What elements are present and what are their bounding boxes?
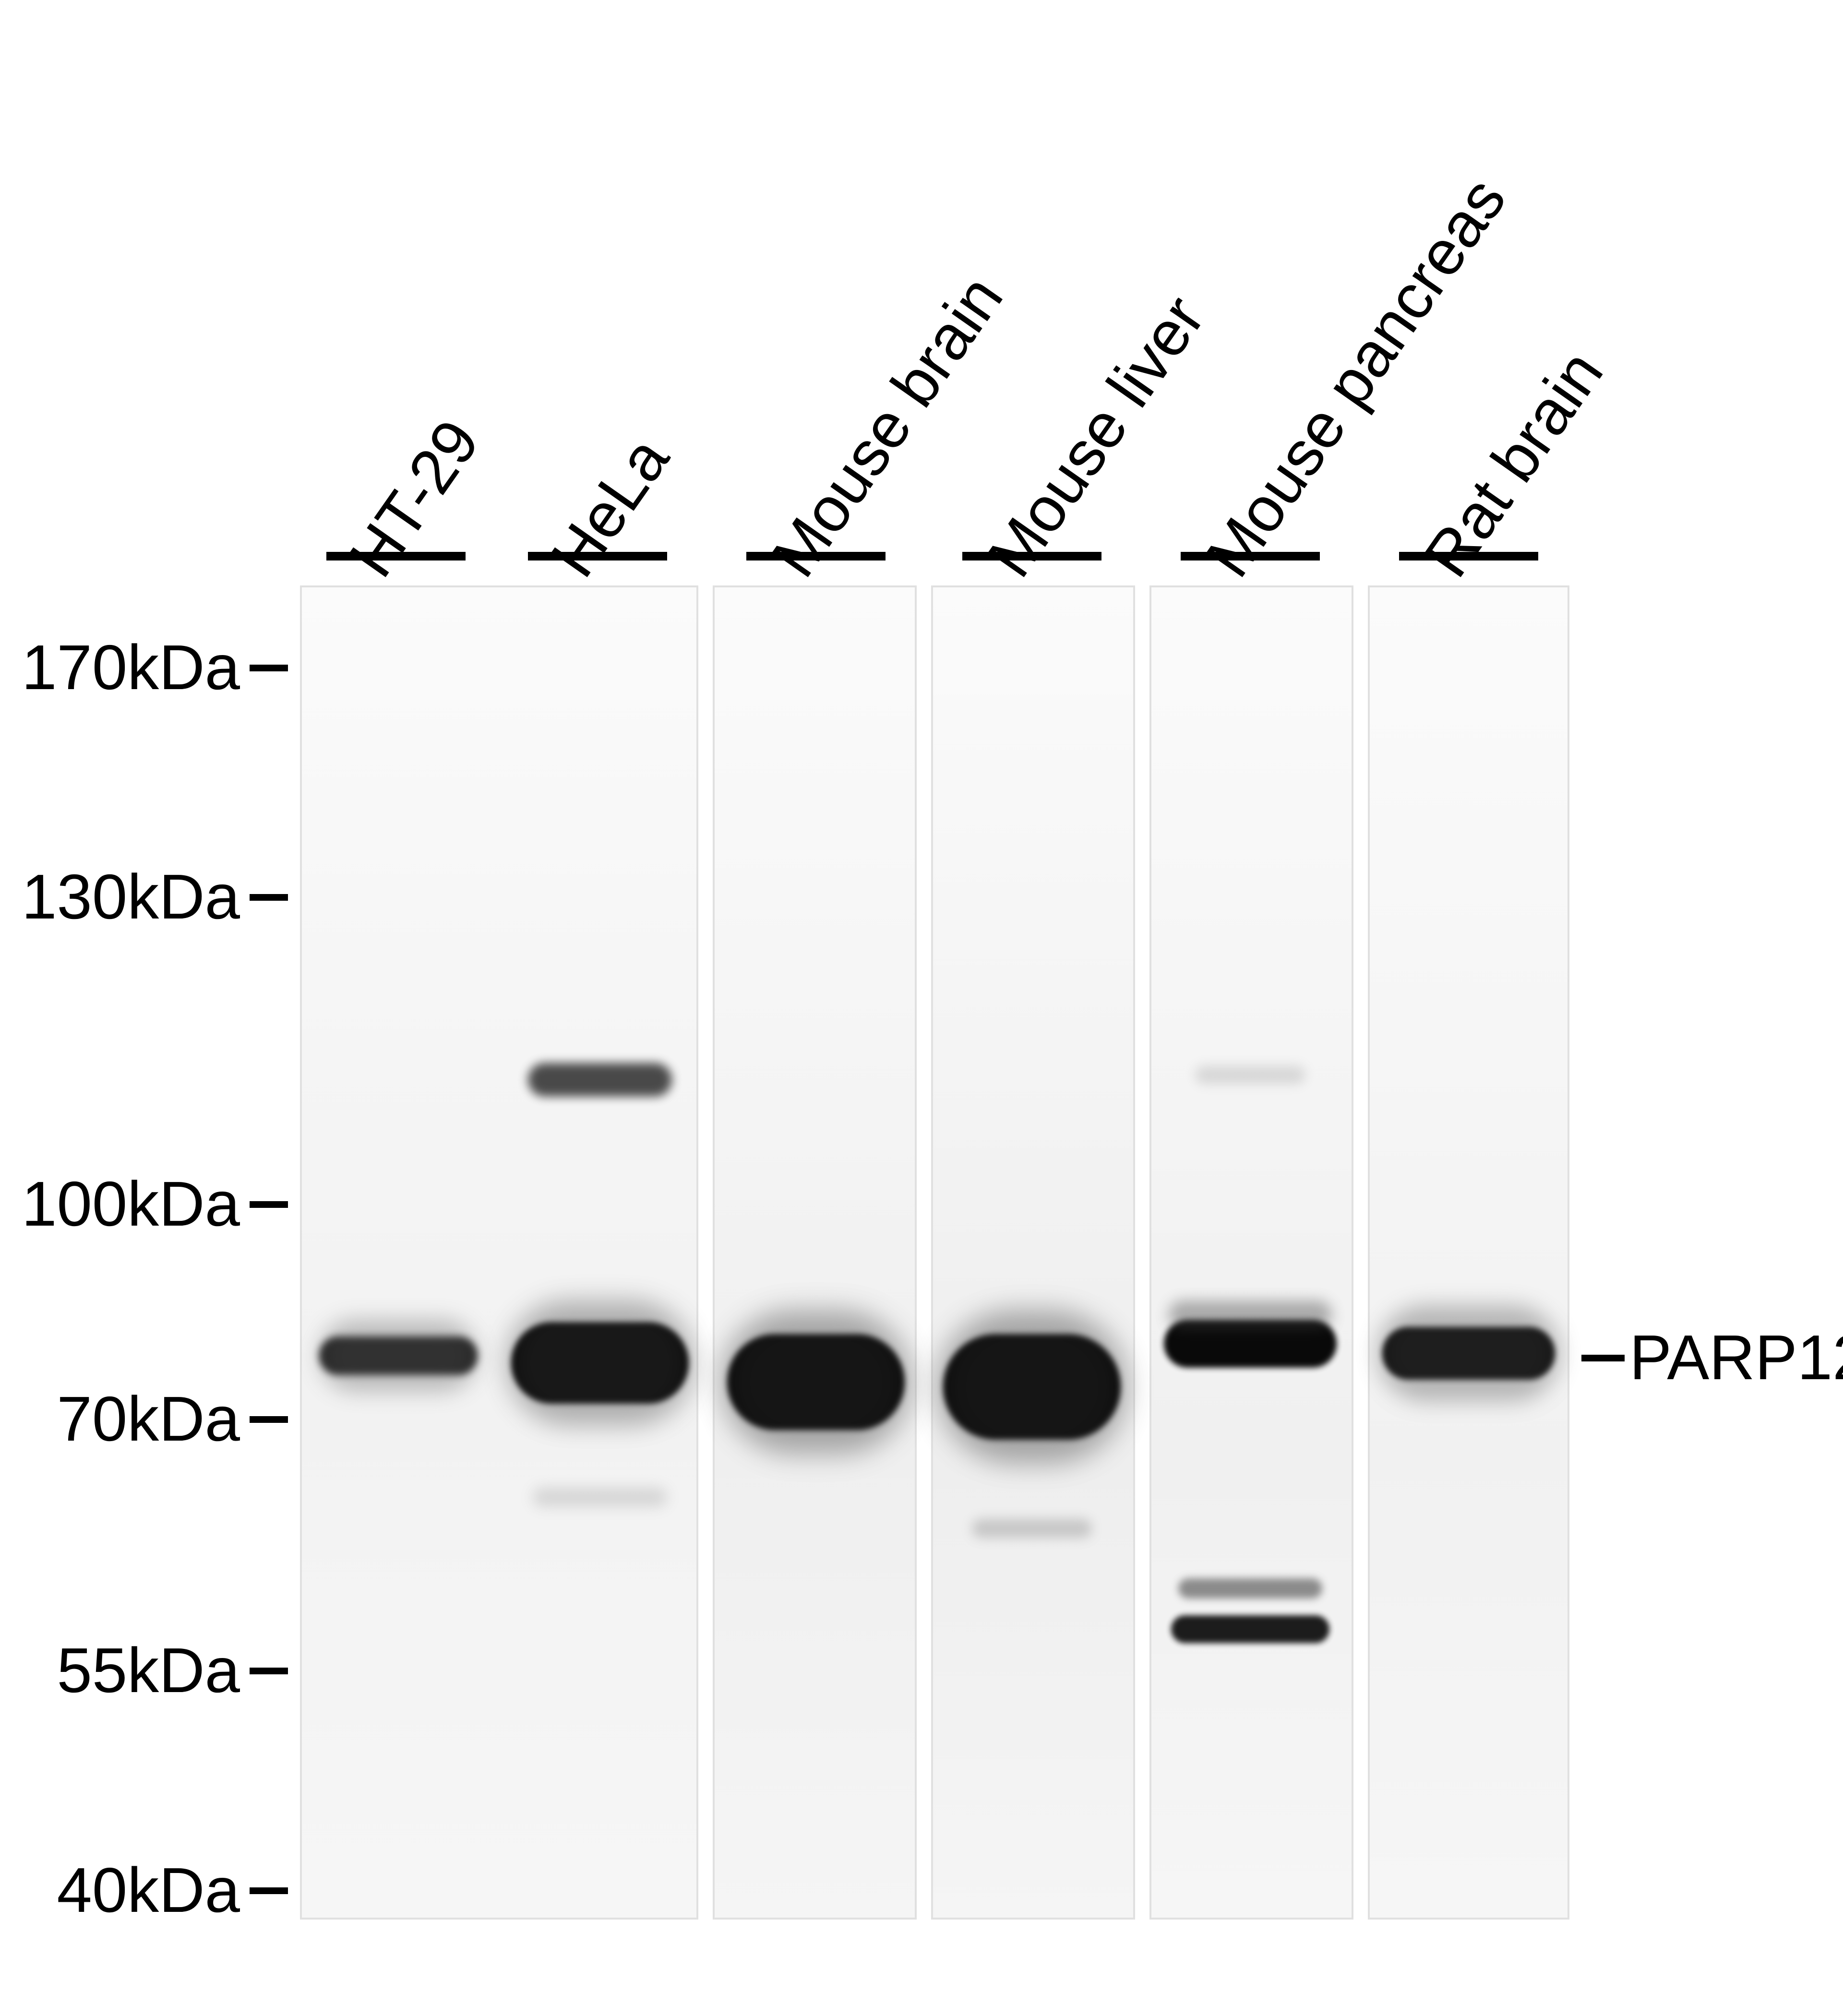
mw-tick-1: [250, 894, 288, 901]
blot-panel-3: [1149, 585, 1353, 1920]
band-lane4-13: [1195, 1066, 1305, 1084]
western-blot-figure: 170kDa 130kDa 100kDa 70kDa 55kDa 40kDa HT-29 He…: [0, 0, 1843, 2016]
blot-panel-0: [300, 585, 698, 1920]
mw-tick-4: [250, 1668, 288, 1674]
target-band-tick: [1581, 1355, 1625, 1361]
mw-label-2: 100kDa: [22, 1168, 240, 1240]
mw-label-0: 170kDa: [22, 631, 240, 704]
band-lane1-4: [528, 1063, 672, 1097]
band-lane1-3: [506, 1300, 694, 1425]
mw-tick-5: [250, 1887, 288, 1894]
mw-tick-2: [250, 1201, 288, 1208]
target-band-label: PARP12: [1629, 1321, 1843, 1394]
mw-tick-3: [250, 1416, 288, 1423]
band-lane3-9: [937, 1310, 1127, 1464]
mw-label-1: 130kDa: [22, 860, 240, 933]
mw-label-3: 70kDa: [57, 1383, 240, 1455]
mw-tick-0: [250, 665, 288, 671]
band-lane2-7: [721, 1310, 911, 1454]
lane-label-1: HeLa: [537, 424, 683, 590]
blot-panel-4: [1368, 585, 1569, 1920]
mw-label-5: 40kDa: [57, 1854, 240, 1926]
band-lane5-17: [1377, 1305, 1560, 1401]
blot-panel-2: [931, 585, 1135, 1920]
band-lane4-15: [1171, 1615, 1329, 1643]
blot-panel-1: [713, 585, 917, 1920]
band-lane4-12: [1169, 1300, 1332, 1329]
band-lane0-1: [319, 1320, 478, 1392]
lane-label-3: Mouse liver: [973, 283, 1219, 589]
band-lane4-14: [1178, 1578, 1322, 1598]
band-lane3-10: [972, 1519, 1092, 1538]
mw-label-4: 55kDa: [57, 1634, 240, 1706]
lane-label-0: HT-29: [335, 407, 493, 590]
band-lane1-5: [533, 1488, 667, 1507]
